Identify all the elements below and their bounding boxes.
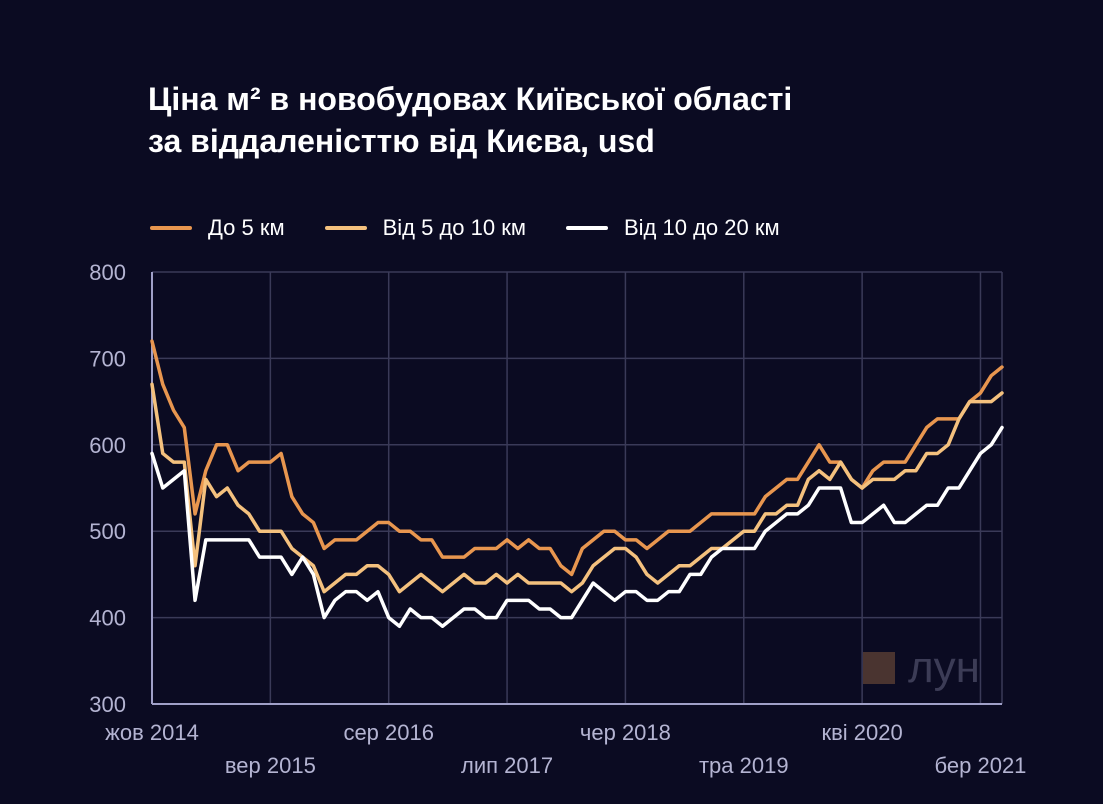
watermark-logo-icon	[863, 652, 895, 684]
grid	[152, 271, 1003, 705]
x-tick-labels: жов 2014 вер 2015 сер 2016 лип 2017 чер 2018…	[105, 720, 1026, 778]
legend-swatch-series-2	[324, 226, 367, 230]
y-tick-label-1: 400	[89, 606, 126, 631]
x-tick-label-2: сер 2016	[343, 720, 434, 745]
series-line-2	[150, 382, 1004, 594]
legend-item-series-1: До 5 км	[150, 215, 285, 241]
y-tick-labels: 300 400 500 600 700 800	[89, 260, 126, 717]
chart-title: Ціна м² в новобудовах Київської області …	[148, 78, 792, 162]
legend-item-series-2: Від 5 до 10 км	[324, 215, 526, 241]
legend-label-series-2: Від 5 до 10 км	[382, 215, 526, 240]
x-tick-label-5: тра 2019	[699, 753, 789, 778]
y-tick-label-3: 600	[89, 433, 126, 458]
series-lines	[150, 339, 1004, 628]
x-tick-label-1: вер 2015	[225, 753, 316, 778]
x-tick-label-4: чер 2018	[580, 720, 671, 745]
x-tick-label-7: бер 2021	[935, 753, 1027, 778]
y-tick-label-5: 800	[89, 260, 126, 285]
axes	[151, 272, 1002, 705]
legend-swatch-series-1	[150, 226, 192, 230]
legend-label-series-3: Від 10 до 20 км	[623, 215, 780, 240]
legend-item-series-3: Від 10 до 20 км	[565, 215, 780, 241]
legend-label-series-1: До 5 км	[208, 215, 285, 240]
chart-title-line-1: Ціна м² в новобудовах Київської області	[148, 81, 793, 117]
series-line-1	[150, 339, 1004, 577]
y-tick-label-0: 300	[89, 692, 126, 717]
watermark-text: лун	[908, 643, 980, 692]
series-line-3	[150, 425, 1004, 628]
legend: До 5 км Від 5 до 10 км Від 10 до 20 км	[150, 215, 820, 241]
x-tick-label-3: лип 2017	[461, 753, 553, 778]
x-tick-label-6: кві 2020	[821, 720, 902, 745]
x-tick-label-0: жов 2014	[105, 720, 199, 745]
y-tick-label-4: 700	[89, 346, 126, 371]
legend-swatch-series-3	[565, 226, 608, 230]
y-tick-label-2: 500	[89, 519, 126, 544]
chart-title-line-2: за віддаленісттю від Києва, usd	[148, 123, 655, 159]
